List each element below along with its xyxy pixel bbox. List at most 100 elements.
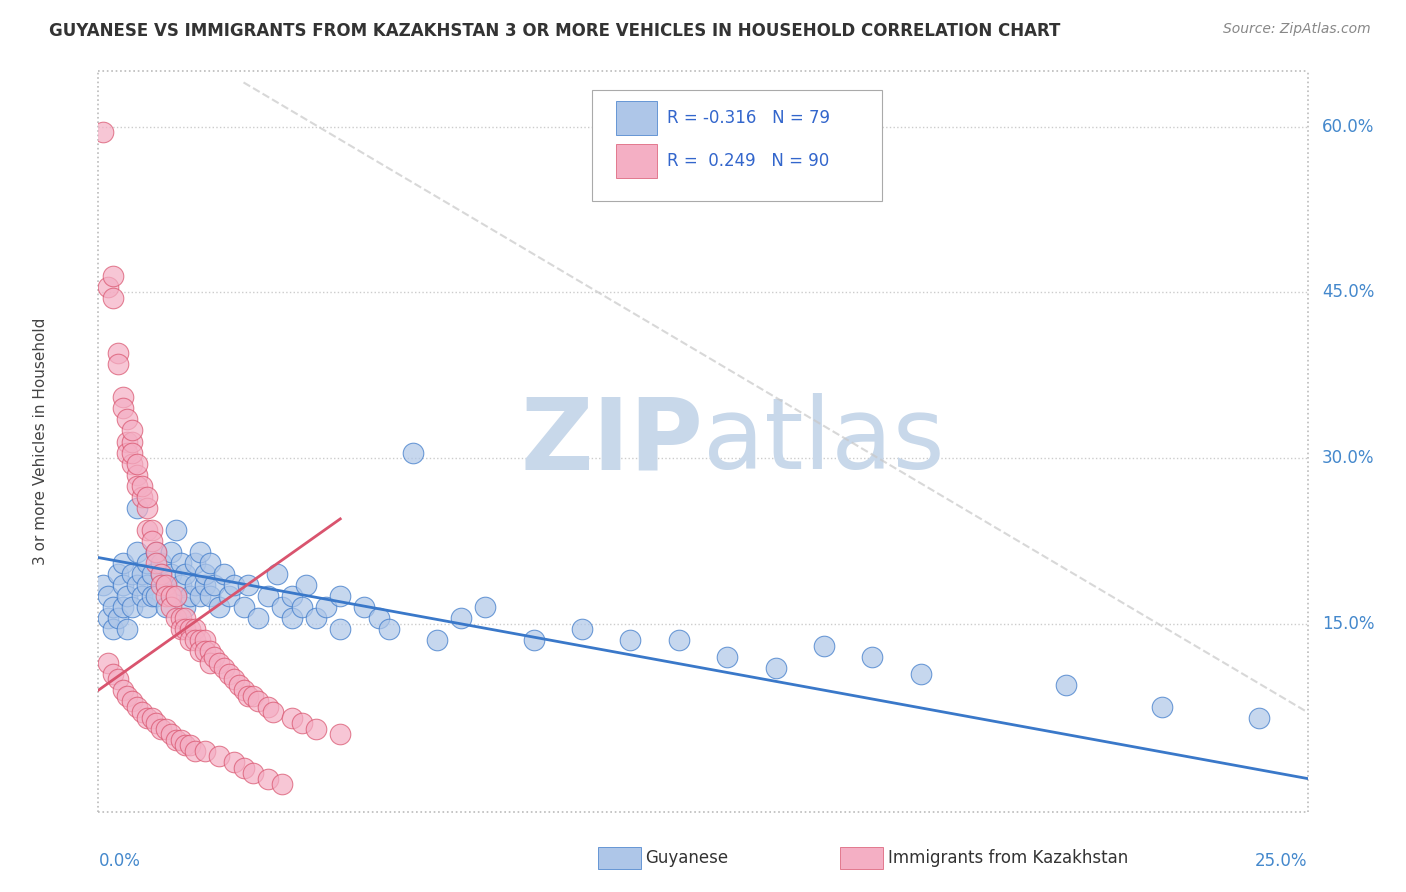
Point <box>121 457 143 471</box>
Point <box>1249 711 1271 725</box>
Point <box>188 545 211 559</box>
Point <box>107 672 129 686</box>
Point <box>208 656 231 670</box>
Point <box>194 567 217 582</box>
Point <box>218 666 240 681</box>
Point <box>188 644 211 658</box>
Point <box>329 623 352 637</box>
Point <box>198 656 221 670</box>
Point <box>141 567 163 582</box>
Point <box>150 722 173 736</box>
Point <box>155 578 177 592</box>
Text: 60.0%: 60.0% <box>1322 118 1375 136</box>
Point <box>765 661 787 675</box>
Point <box>121 600 143 615</box>
Point <box>150 556 173 570</box>
Point <box>232 600 254 615</box>
Point <box>97 656 120 670</box>
Point <box>194 744 217 758</box>
Point <box>131 479 153 493</box>
Text: 45.0%: 45.0% <box>1322 284 1375 301</box>
Point <box>150 578 173 592</box>
Point <box>716 650 738 665</box>
Point <box>160 727 183 741</box>
Point <box>101 623 124 637</box>
Point <box>155 578 177 592</box>
Point <box>169 556 191 570</box>
Point <box>315 600 337 615</box>
Point <box>169 732 191 747</box>
Point <box>127 467 149 482</box>
FancyBboxPatch shape <box>839 847 883 870</box>
Point <box>402 445 425 459</box>
Point <box>305 722 328 736</box>
Point <box>813 639 835 653</box>
Point <box>121 445 143 459</box>
Text: 0.0%: 0.0% <box>98 853 141 871</box>
Point <box>262 706 284 720</box>
Point <box>212 661 235 675</box>
Text: Source: ZipAtlas.com: Source: ZipAtlas.com <box>1223 22 1371 37</box>
Point <box>179 633 201 648</box>
Point <box>271 777 294 791</box>
Point <box>218 589 240 603</box>
Point <box>256 699 278 714</box>
Text: 15.0%: 15.0% <box>1322 615 1375 632</box>
Point <box>222 755 245 769</box>
Point <box>222 672 245 686</box>
Point <box>107 611 129 625</box>
Point <box>127 578 149 592</box>
Text: atlas: atlas <box>703 393 945 490</box>
Point <box>910 666 932 681</box>
Point <box>184 578 207 592</box>
Point <box>135 490 157 504</box>
Point <box>121 434 143 449</box>
Point <box>101 268 124 283</box>
Point <box>208 600 231 615</box>
Point <box>295 578 318 592</box>
Point <box>222 578 245 592</box>
Point <box>329 727 352 741</box>
Point <box>169 611 191 625</box>
Point <box>135 523 157 537</box>
Point <box>179 623 201 637</box>
Point <box>160 545 183 559</box>
Point <box>141 589 163 603</box>
Point <box>242 766 264 780</box>
Point <box>668 633 690 648</box>
Point <box>127 545 149 559</box>
Point <box>523 633 546 648</box>
Text: R = -0.316   N = 79: R = -0.316 N = 79 <box>666 110 830 128</box>
Point <box>127 457 149 471</box>
Point <box>101 600 124 615</box>
Point <box>198 556 221 570</box>
Point <box>127 699 149 714</box>
Point <box>117 589 139 603</box>
Point <box>150 567 173 582</box>
Point <box>174 611 197 625</box>
Point <box>281 611 304 625</box>
Point <box>174 623 197 637</box>
Point <box>107 567 129 582</box>
Point <box>238 689 260 703</box>
Point <box>107 357 129 371</box>
Text: GUYANESE VS IMMIGRANTS FROM KAZAKHSTAN 3 OR MORE VEHICLES IN HOUSEHOLD CORRELATI: GUYANESE VS IMMIGRANTS FROM KAZAKHSTAN 3… <box>49 22 1060 40</box>
Point <box>619 633 641 648</box>
Point <box>155 589 177 603</box>
Point <box>174 567 197 582</box>
Point <box>179 739 201 753</box>
Point <box>184 556 207 570</box>
Point <box>474 600 496 615</box>
Point <box>135 578 157 592</box>
Point <box>232 760 254 774</box>
Point <box>135 711 157 725</box>
Point <box>281 589 304 603</box>
Point <box>165 611 187 625</box>
Point <box>111 390 134 404</box>
Point <box>145 589 167 603</box>
Point <box>145 545 167 559</box>
Point <box>194 578 217 592</box>
Point <box>155 722 177 736</box>
Point <box>97 611 120 625</box>
Point <box>329 589 352 603</box>
